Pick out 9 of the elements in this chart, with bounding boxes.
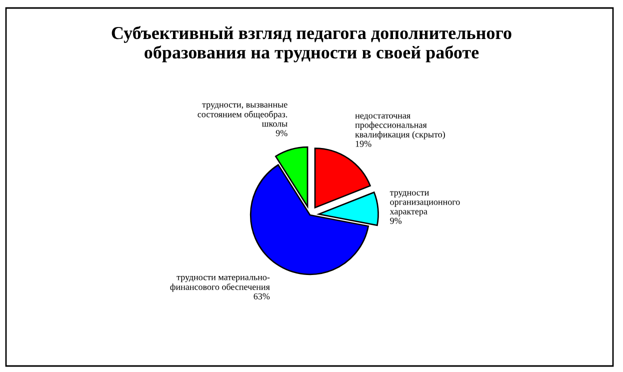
data-label: 9%	[276, 130, 288, 136]
data-label: 9%	[390, 218, 402, 224]
slice-label: трудности, вызванные состоянием общеобраз. школы	[198, 103, 288, 127]
chart-title: Субъективный взгляд педагога дополнительного образования на трудности в своей работе	[112, 26, 512, 62]
data-label: 19%	[356, 140, 372, 147]
slice-label: недостаточная профессиональная квалификация (скрыто)	[355, 114, 445, 140]
slice-label: трудности материально- финансового обеспечения	[170, 276, 270, 292]
slice-label: трудности организационного характера	[390, 191, 460, 216]
data-label: 63%	[254, 293, 270, 300]
